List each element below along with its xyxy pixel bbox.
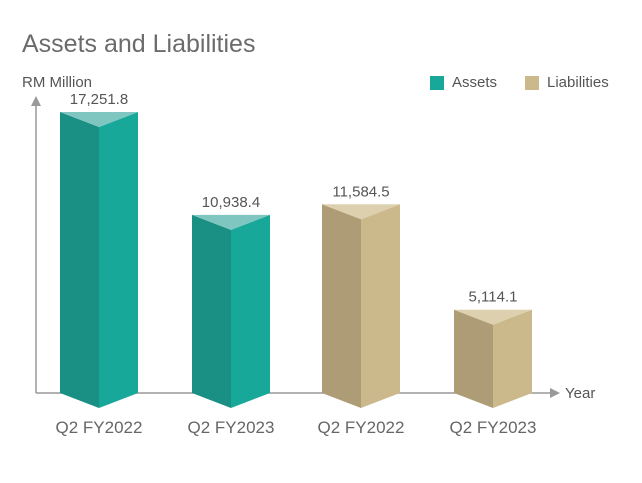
bar-top-face [454, 309, 532, 325]
y-axis-label: RM Million [22, 74, 93, 91]
bar-right-face [493, 309, 532, 408]
value-label: 10,938.4 [202, 194, 260, 211]
bar-right-face [231, 214, 270, 408]
legend-item-assets: Assets [430, 74, 497, 91]
bar-1: 17,251.8 [60, 91, 138, 408]
legend-label-assets: Assets [452, 74, 498, 91]
bar-left-face [322, 204, 361, 408]
bar-2: 10,938.4 [192, 194, 270, 408]
bar-left-face [60, 112, 99, 408]
bar-top-face [60, 112, 138, 127]
value-label: 5,114.1 [469, 289, 518, 306]
bar-right-face [361, 204, 400, 408]
category-label: Q2 FY2023 [188, 418, 275, 437]
legend-swatch-assets [430, 75, 444, 90]
category-label: Q2 FY2023 [450, 418, 537, 437]
bar-top-face [322, 204, 400, 220]
y-axis-arrow [31, 96, 41, 106]
value-label: 11,584.5 [332, 183, 389, 200]
bar-3: 11,584.5 [322, 183, 400, 408]
bar-left-face [454, 309, 493, 408]
bar-right-face [99, 112, 138, 408]
value-label: 17,251.8 [70, 91, 128, 108]
bar-left-face [192, 214, 231, 408]
category-label: Q2 FY2022 [318, 418, 405, 437]
bar-top-face [192, 214, 270, 230]
x-axis-arrow [550, 388, 560, 398]
legend-label-liabilities: Liabilities [547, 74, 609, 91]
category-label: Q2 FY2022 [56, 418, 143, 437]
bar-4: 5,114.1 [454, 289, 532, 408]
x-axis-label: Year [565, 385, 595, 402]
chart-title: Assets and Liabilities [22, 30, 256, 58]
legend-swatch-liabilities [525, 75, 539, 90]
legend-item-liabilities: Liabilities [525, 74, 609, 91]
legend: Assets Liabilities [0, 74, 642, 94]
